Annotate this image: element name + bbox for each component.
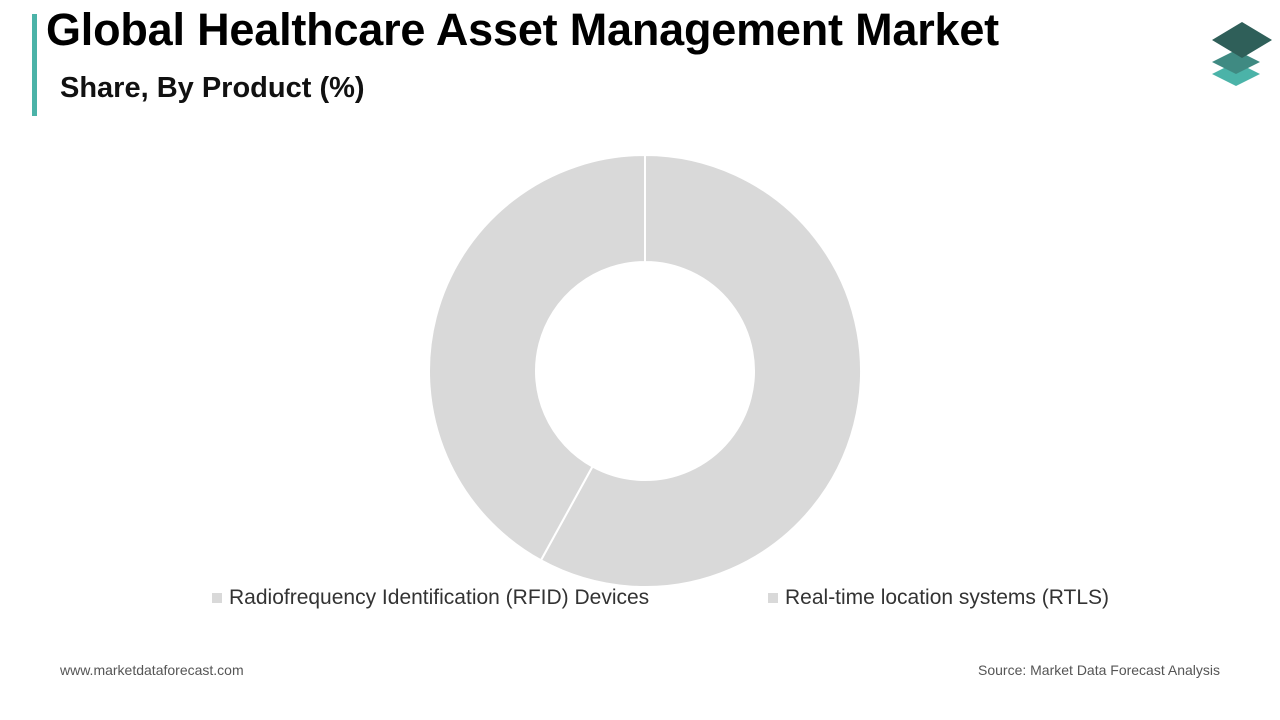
chart-legend: Radiofrequency Identification (RFID) Dev…: [0, 586, 1280, 616]
legend-item-rtls: Real-time location systems (RTLS): [768, 586, 1109, 610]
legend-swatch-rfid: [212, 593, 222, 603]
footer-website[interactable]: www.marketdataforecast.com: [60, 662, 244, 678]
legend-item-rfid: Radiofrequency Identification (RFID) Dev…: [212, 586, 649, 610]
legend-swatch-rtls: [768, 593, 778, 603]
legend-label-rfid: Radiofrequency Identification (RFID) Dev…: [229, 586, 649, 610]
donut-slices: [429, 155, 861, 587]
footer-source: Source: Market Data Forecast Analysis: [978, 662, 1220, 678]
legend-label-rtls: Real-time location systems (RTLS): [785, 586, 1109, 610]
